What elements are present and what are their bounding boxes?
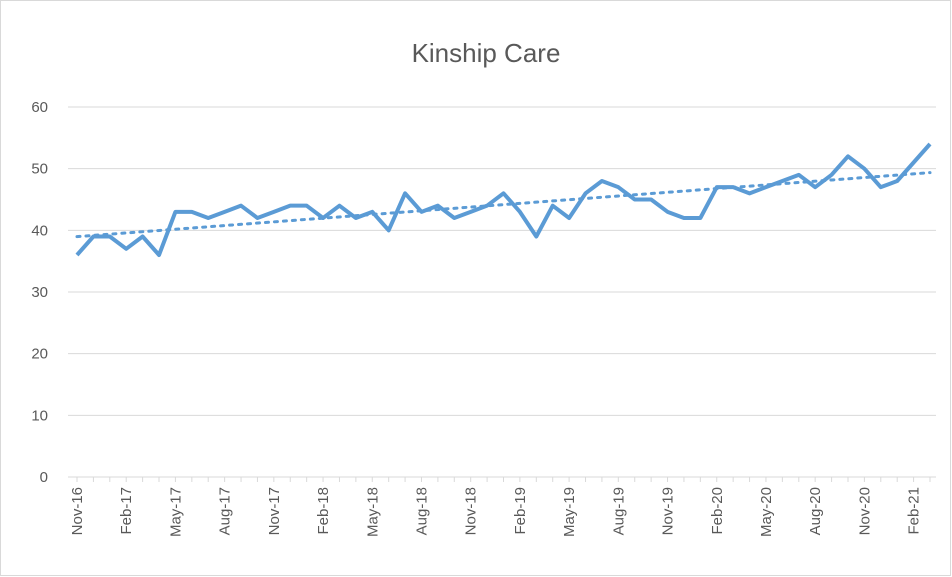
y-tick-label: 20	[31, 346, 48, 363]
y-tick-label: 0	[40, 469, 48, 486]
x-tick-label: May-17	[167, 487, 184, 537]
x-tick-label: Feb-17	[118, 487, 135, 535]
chart-title: Kinship Care	[412, 38, 561, 68]
x-tick-label: Nov-16	[69, 487, 86, 535]
x-tick-label: Feb-18	[315, 487, 332, 535]
y-tick-label: 30	[31, 284, 48, 301]
x-tick-label: Aug-17	[217, 487, 234, 535]
trendline	[75, 171, 932, 239]
data-line	[75, 142, 932, 257]
x-tick-label: Aug-18	[413, 487, 430, 535]
y-tick-label: 60	[31, 99, 48, 116]
x-tick-label: Feb-20	[709, 487, 726, 535]
x-tick-label: Nov-19	[660, 487, 677, 535]
x-tick-label: Feb-19	[512, 487, 529, 535]
x-tick-label: Nov-17	[266, 487, 283, 535]
x-tick-label: May-18	[364, 487, 381, 537]
x-tick-label: Nov-18	[463, 487, 480, 535]
x-tick-label: May-20	[758, 487, 775, 537]
x-tick-label: Aug-20	[807, 487, 824, 535]
y-tick-label: 40	[31, 222, 48, 239]
x-tick-label: May-19	[561, 487, 578, 537]
x-tick-label: Aug-19	[610, 487, 627, 535]
x-tick-label: Feb-21	[906, 487, 923, 535]
y-tick-label: 50	[31, 161, 48, 178]
y-tick-label: 10	[31, 407, 48, 424]
x-tick-label: Nov-20	[856, 487, 873, 535]
